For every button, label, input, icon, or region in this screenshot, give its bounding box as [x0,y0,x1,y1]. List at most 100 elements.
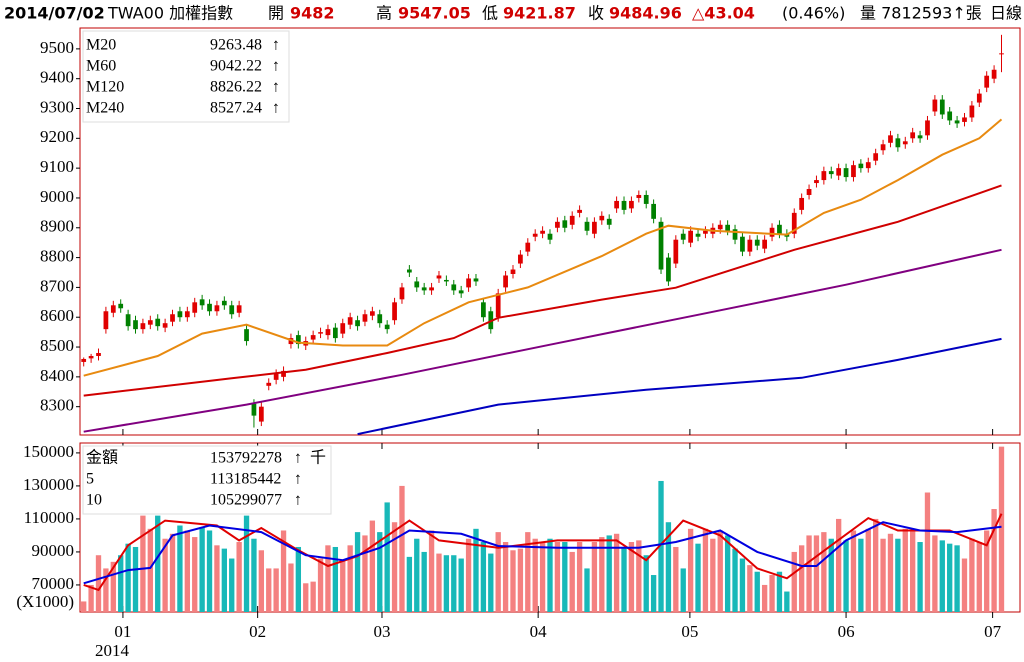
volume-bar [317,558,324,612]
change-pct: (0.46%) [782,4,845,23]
low-value: 9421.87 [503,4,576,23]
candle-body [629,200,634,209]
legend-value: 8826.22 [210,79,262,96]
volume-bar [547,538,553,612]
volume-bar [784,591,790,612]
candle-body [592,221,597,234]
volume-bar [584,568,590,612]
candle-body [481,302,486,318]
candle-body [125,314,131,327]
legend-box [82,30,290,123]
volume-bar [539,542,546,612]
header: 2014/07/02 TWA00 加權指數 開 9482 高 9547.05 低… [4,4,1022,23]
candle-body [133,320,138,330]
candle-body [828,171,834,175]
volume-bar [843,540,849,612]
candle-body [273,373,279,380]
volume-bar [110,561,116,612]
candle-body [836,168,842,176]
candle-body [925,120,930,136]
volume-bar [947,543,953,612]
candle-body [806,189,812,195]
volume-bar [739,558,746,612]
volume-bar [458,558,464,612]
candle-body [399,287,405,300]
volume-bar [702,528,709,612]
volume-bar [118,555,124,612]
y-tick-label: 8500 [40,336,74,355]
volume-bar [502,542,509,612]
candle-body [865,162,871,169]
open-value: 9482 [290,4,335,23]
volume-ma-value: 105299077 [210,492,282,509]
volume-bar [658,480,664,612]
candle-body [177,311,183,318]
candle-body [155,318,161,327]
low-label: 低 [482,4,498,23]
candle-body [199,299,205,306]
candle-body [680,233,686,240]
volume-bar [821,532,827,612]
candle-body [732,229,738,240]
volume-bar [340,560,346,612]
volume-bar [695,543,701,612]
volume-bar [554,542,561,612]
x-tick-label: 07 [984,622,1002,641]
legend-arrow: ↑ [272,100,280,117]
legend-name: M240 [86,100,124,117]
candle-body [577,209,582,213]
volume-bar [428,530,435,612]
x-tick-label: 06 [838,622,855,641]
volume-bar [813,535,820,612]
volume-bar [517,548,524,612]
volume-bar [221,548,227,612]
candle-body [969,105,975,118]
volume-bar [873,518,879,612]
candle-body [902,141,908,145]
volume-bar [88,584,94,612]
volume-legend-box [82,445,332,515]
volume-bar [140,515,146,612]
candle-body [495,293,501,318]
candle-body [192,302,198,313]
candle-body [762,239,768,249]
volume-bar [954,545,960,612]
volume-bar [95,555,102,612]
moving-average [357,337,1002,435]
volume-bar [325,545,331,612]
candle-body [429,287,434,291]
volume-legend-arrow: ↑ [294,450,302,467]
volume-bar [310,581,316,612]
volume-bar [724,535,731,612]
candle-body [140,323,146,330]
candle-body [599,215,605,221]
candle-body [880,144,886,151]
volume-bar [806,535,812,612]
volume-ma-arrow: ↑ [294,492,302,509]
volume-bar [229,558,235,612]
volume-bar [569,551,575,612]
candle-body [340,323,346,334]
volume-bar [414,538,420,612]
x-tick-label: 03 [373,622,390,641]
close-label: 收 [588,4,604,23]
volume-bar [510,550,516,612]
volume-bar [887,533,894,612]
volume-bar [902,528,908,612]
candle-body [347,317,353,325]
volume-bar [480,542,487,612]
candle-body [658,221,664,270]
legend-value: 9042.22 [210,58,262,75]
candle-body [310,335,316,340]
volume-bar [436,553,442,612]
volume-bar [525,532,531,612]
volume-bar [769,575,775,612]
candle-body [451,284,457,291]
volume-bar [295,546,302,612]
y-tick-label: 8800 [40,246,74,265]
volume-bar [636,540,642,612]
high-label: 高 [376,4,392,23]
candle-body [355,320,360,327]
candle-body [466,278,471,288]
